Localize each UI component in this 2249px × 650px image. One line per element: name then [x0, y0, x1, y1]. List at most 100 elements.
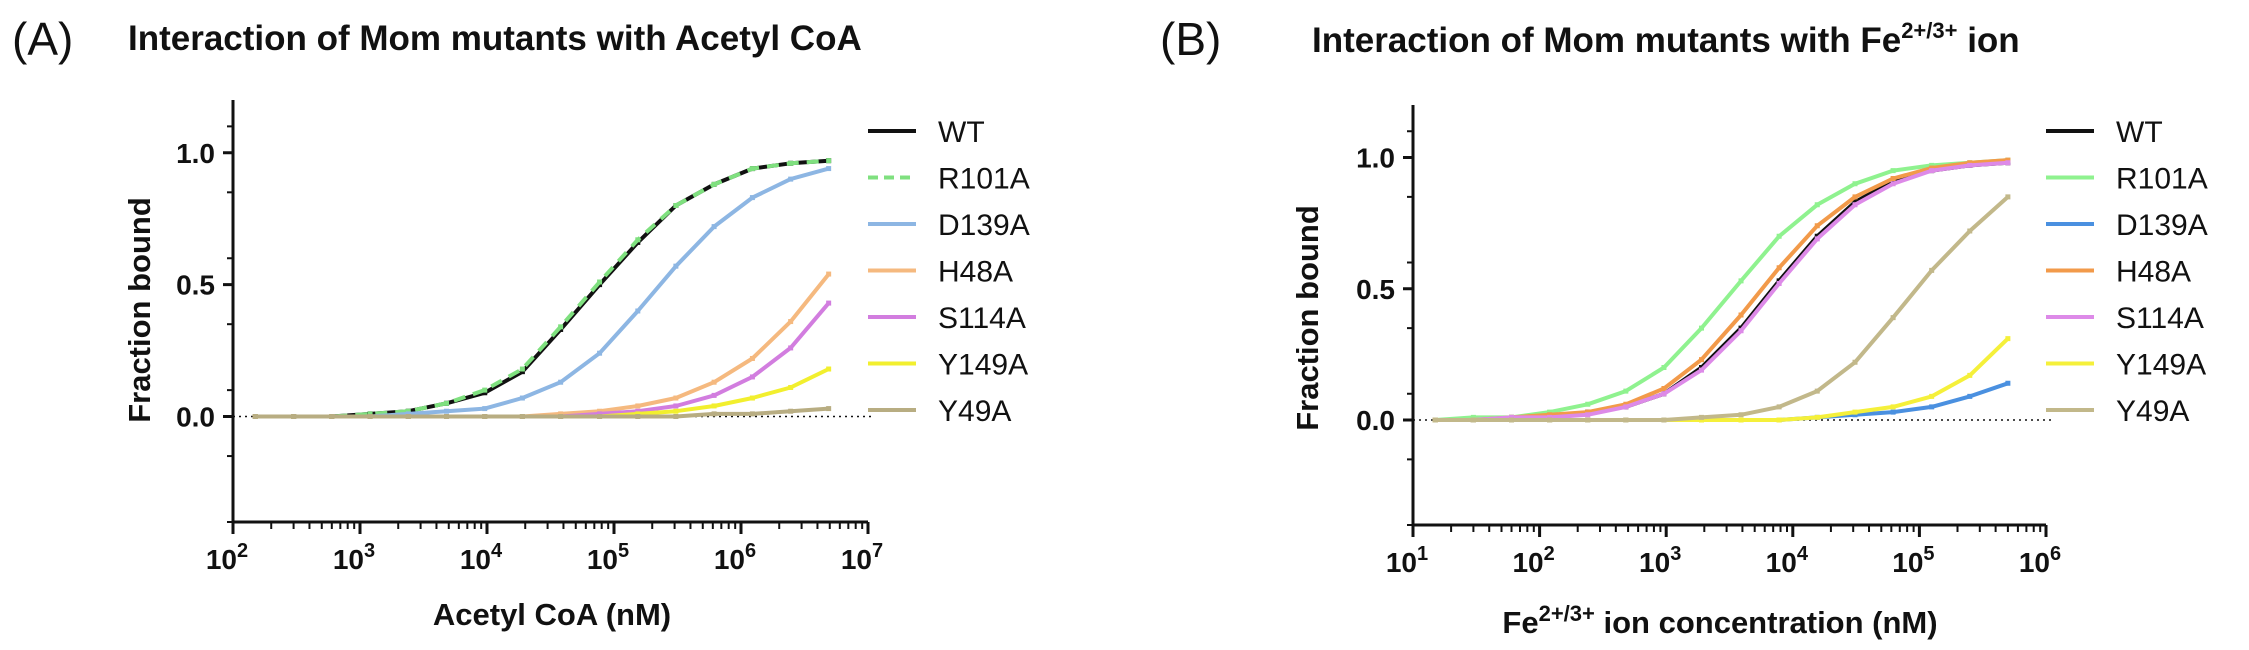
panel-a-point — [597, 411, 603, 417]
panel-a-point — [482, 387, 488, 393]
panel-b-point — [1738, 417, 1744, 423]
panel-a-x-tick-exp: 5 — [618, 540, 629, 562]
panel-b-point — [1738, 278, 1744, 284]
panel-b-series-h48a — [1432, 157, 2011, 423]
panel-b-point — [1623, 401, 1629, 407]
panel-a-point — [788, 384, 794, 390]
panel-b-point — [1814, 202, 1820, 208]
panel-b-point — [1547, 409, 1553, 415]
panel-a-curve-y149a — [255, 367, 830, 419]
panel-a-point — [788, 160, 794, 166]
panel-b-point — [1738, 412, 1744, 418]
panel-a-legend-item: S114A — [868, 302, 1026, 335]
panel-b-point — [1890, 181, 1896, 187]
panel-b-point — [1509, 414, 1515, 420]
panel-b-point — [1967, 228, 1973, 234]
panel-a-x-tick-exp: 4 — [491, 540, 503, 562]
panel-b: (B) Interaction of Mom mutants with Fe2+… — [1160, 13, 2208, 640]
panel-a-legend-item: D139A — [868, 209, 1030, 242]
panel-b-point — [1929, 393, 1935, 399]
panel-a-point — [749, 395, 755, 401]
panel-b-point — [1623, 404, 1629, 410]
panel-b-point — [1814, 236, 1820, 242]
panel-a-legend-label: H48A — [938, 256, 1013, 289]
panel-a-point — [519, 369, 525, 375]
panel-a-legend-item: Y149A — [868, 349, 1028, 382]
panel-a-curve-wt — [255, 158, 829, 419]
panel-a-point — [252, 414, 258, 419]
panel-b-point — [1852, 194, 1858, 200]
panel-a-point — [711, 181, 717, 187]
panel-b-series-y49a — [1432, 194, 2011, 423]
panel-b-point — [1852, 359, 1858, 365]
panel-b-x-tick-exp: 3 — [1670, 543, 1681, 565]
panel-b-point — [1814, 223, 1820, 229]
panel-b-point — [1776, 404, 1782, 410]
panel-b-legend-label: Y49A — [2116, 395, 2189, 428]
panel-b-point — [1547, 417, 1553, 423]
panel-a-point — [635, 308, 641, 314]
panel-a-legend-item: Y49A — [868, 395, 1011, 428]
panel-b-x-axis-label-sup: 2+/3+ — [1539, 601, 1595, 626]
panel-a-x-tick-label: 107 — [841, 540, 883, 575]
panel-a-point — [597, 279, 603, 285]
panel-a-point — [519, 395, 525, 401]
panel-b-point — [1852, 202, 1858, 208]
panel-a-point — [597, 408, 603, 414]
panel-a-point — [749, 195, 755, 201]
panel-b-point — [1890, 315, 1896, 321]
panel-b-y-tick-label: 1.0 — [1356, 143, 1395, 174]
panel-a-legend-label: R101A — [938, 163, 1030, 196]
panel-b-point — [1776, 281, 1782, 286]
panel-a-x-tick-base: 10 — [206, 544, 237, 575]
panel-b-point — [1698, 414, 1704, 420]
panel-a-label: (A) — [12, 13, 73, 65]
panel-b-point — [2005, 380, 2011, 386]
panel-a-point — [405, 411, 411, 417]
panel-a-point — [749, 166, 755, 172]
panel-a-point — [749, 411, 755, 417]
panel-a-point — [826, 300, 832, 306]
panel-a-point — [711, 379, 717, 385]
panel-a-point — [367, 411, 373, 417]
panel-b-point — [1852, 199, 1858, 205]
panel-b-y-tick-label: 0.5 — [1356, 274, 1395, 305]
panel-a-x-tick-base: 10 — [587, 544, 618, 575]
panel-b-point — [1929, 162, 1935, 168]
panel-b-x-tick-label: 101 — [1386, 543, 1428, 578]
panel-b-point — [1738, 328, 1744, 334]
panel-b-point — [1929, 168, 1935, 174]
panel-b-series-s114a — [1432, 160, 2011, 423]
panel-b-x-tick-label: 104 — [1766, 543, 1809, 578]
panel-b-legend-label: WT — [2116, 116, 2163, 149]
panel-b-x-tick-label: 106 — [2019, 543, 2061, 578]
panel-a-point — [711, 411, 717, 417]
panel-b-point — [1585, 401, 1591, 407]
panel-b-point — [1470, 414, 1476, 420]
panel-b-point — [1890, 178, 1896, 184]
panel-a-point — [444, 408, 450, 414]
panel-b-point — [1890, 404, 1896, 410]
panel-b-x-tick-exp: 2 — [1544, 543, 1555, 565]
panel-a-point — [826, 166, 832, 172]
panel-a-x-tick-base: 10 — [460, 544, 491, 575]
panel-b-legend-item: WT — [2046, 116, 2163, 149]
panel-b-point — [1432, 417, 1438, 423]
panel-b-y-axis-label: Fraction bound — [1290, 205, 1325, 431]
panel-b-label: (B) — [1160, 13, 1221, 65]
panel-b-curve-h48a — [1435, 158, 2009, 422]
panel-a-legend-label: WT — [938, 116, 985, 149]
panel-b-x-tick-base: 10 — [1639, 547, 1670, 578]
panel-a-point — [826, 158, 832, 164]
panel-b-point — [1776, 233, 1782, 239]
panel-b-point — [2005, 336, 2011, 342]
panel-b-point — [2005, 194, 2011, 200]
panel-b-legend-item: S114A — [2046, 302, 2204, 335]
panel-a-legend-label: D139A — [938, 209, 1030, 242]
panel-a-legend-item: R101A — [868, 163, 1030, 196]
panel-a-legend: WT R101A D139A H48A S114A Y149A Y49A — [868, 116, 1030, 428]
panel-b-point — [1547, 412, 1553, 418]
